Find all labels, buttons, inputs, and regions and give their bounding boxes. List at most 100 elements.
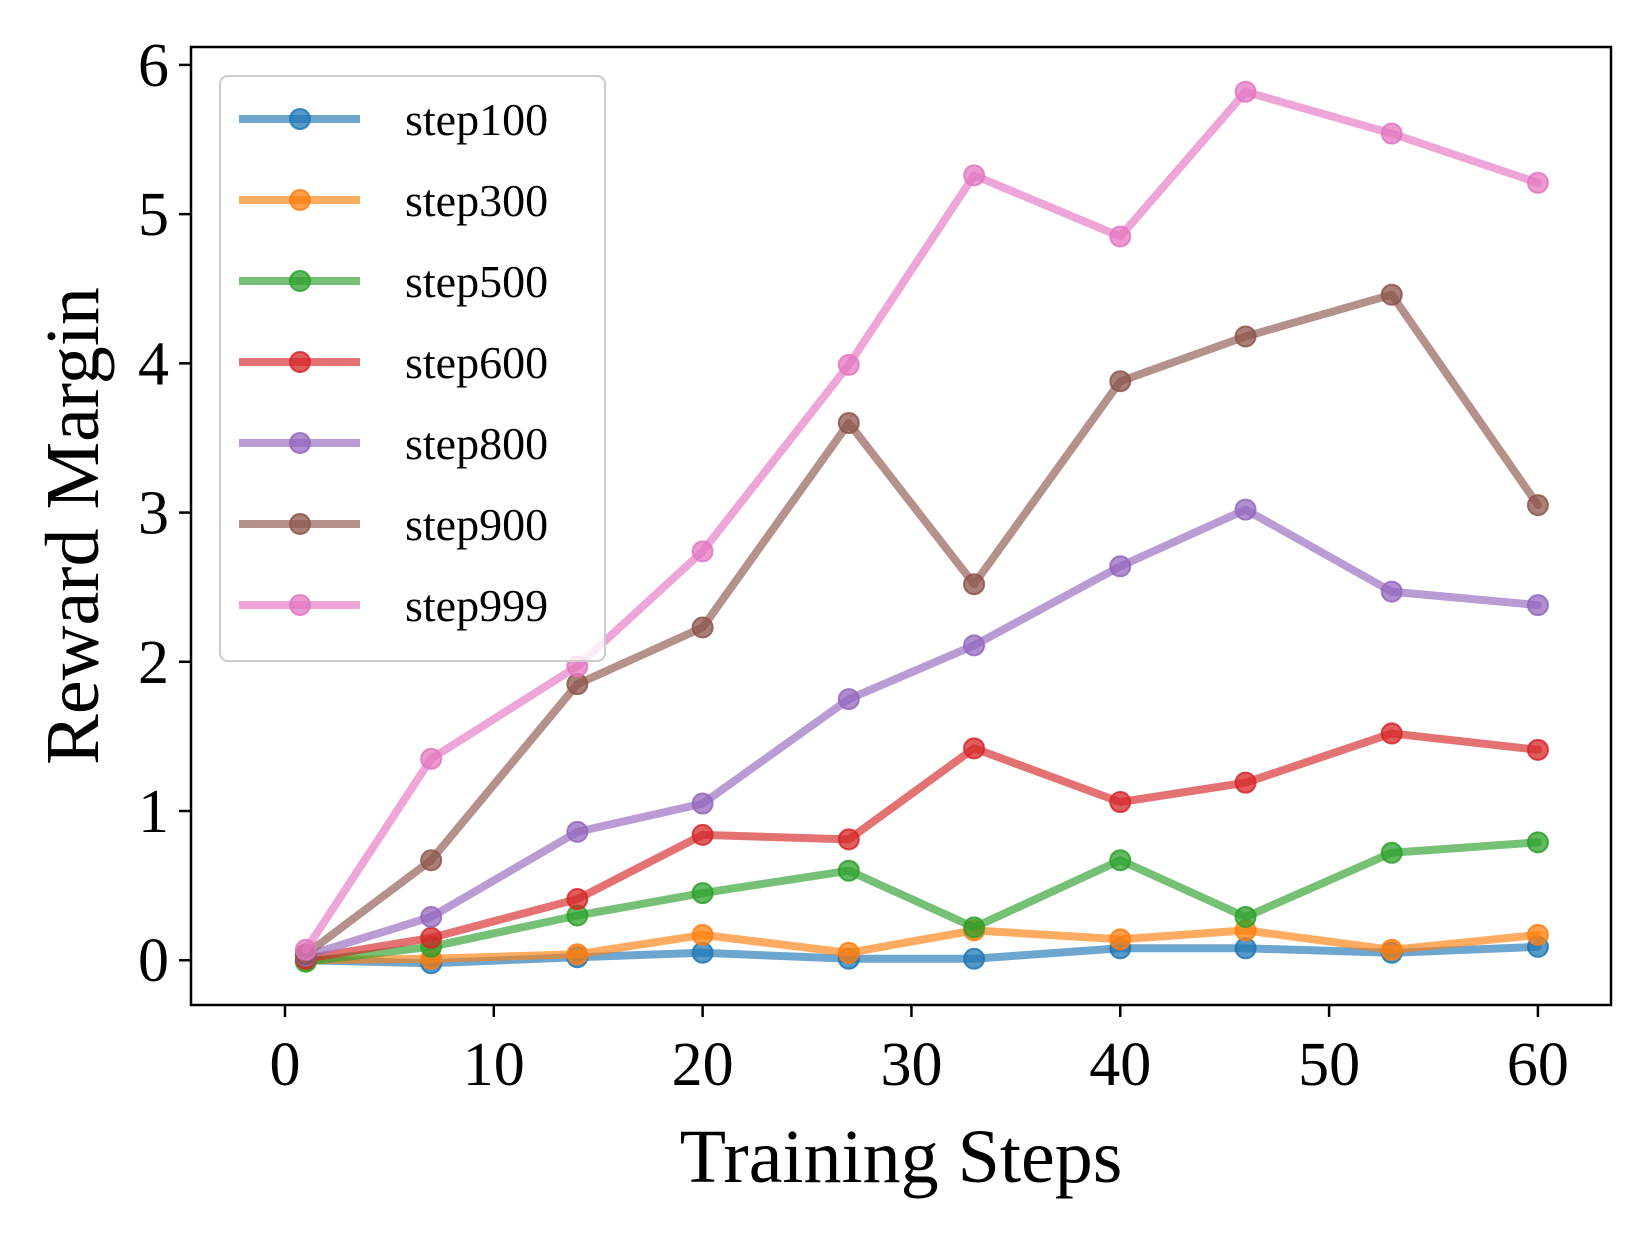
data-point xyxy=(566,820,589,843)
series-line xyxy=(301,87,1542,954)
series-line xyxy=(301,926,1542,965)
data-point xyxy=(1234,905,1257,928)
legend-label: step100 xyxy=(405,94,548,145)
y-axis-title: Reward Margin xyxy=(31,287,115,765)
data-point xyxy=(1109,849,1132,872)
legend-frame xyxy=(219,75,606,662)
data-point xyxy=(1526,594,1549,617)
legend-swatch-marker xyxy=(289,108,311,130)
data-point xyxy=(1109,370,1132,393)
series-step800 xyxy=(294,498,1549,967)
data-point xyxy=(691,923,714,946)
legend-entry-step300: step300 xyxy=(239,175,548,226)
data-point xyxy=(963,916,986,939)
legend-entry-step800: step800 xyxy=(239,418,548,469)
data-point xyxy=(691,882,714,905)
legend-swatch-marker xyxy=(289,189,311,211)
legend-label: step500 xyxy=(405,256,548,307)
legend-entry-step999: step999 xyxy=(239,580,548,631)
legend-swatch-marker xyxy=(289,594,311,616)
data-point xyxy=(963,634,986,657)
y-tick-label: 2 xyxy=(138,629,169,697)
y-tick-label: 6 xyxy=(138,32,169,100)
series-step300 xyxy=(294,919,1549,972)
plot-series-layer xyxy=(294,80,1549,975)
data-point xyxy=(691,540,714,563)
legend-entry-step100: step100 xyxy=(239,94,548,145)
data-point xyxy=(1526,923,1549,946)
series-line xyxy=(301,505,1542,960)
data-point xyxy=(1109,928,1132,951)
data-point xyxy=(691,792,714,815)
data-point xyxy=(1526,494,1549,517)
x-axis: 0 10 20 30 40 50 60 xyxy=(269,1005,1569,1099)
series-step999 xyxy=(294,80,1549,961)
data-point xyxy=(1109,555,1132,578)
series-line xyxy=(301,729,1542,963)
x-tick-label: 50 xyxy=(1298,1031,1360,1099)
data-point xyxy=(837,828,860,851)
legend-label: step800 xyxy=(405,418,548,469)
data-point xyxy=(837,688,860,711)
data-point xyxy=(963,737,986,760)
data-point xyxy=(1380,841,1403,864)
data-point xyxy=(691,823,714,846)
data-point xyxy=(837,412,860,435)
data-point xyxy=(1109,225,1132,248)
data-point xyxy=(691,616,714,639)
x-tick-label: 0 xyxy=(269,1031,300,1099)
legend-entry-step500: step500 xyxy=(239,256,548,307)
data-point xyxy=(837,941,860,964)
series-line xyxy=(301,838,1542,966)
data-point xyxy=(1234,498,1257,521)
data-point xyxy=(837,859,860,882)
x-tick-label: 10 xyxy=(463,1031,525,1099)
x-tick-label: 30 xyxy=(880,1031,942,1099)
data-point xyxy=(1234,80,1257,103)
series-step900 xyxy=(294,283,1549,966)
data-point xyxy=(420,849,443,872)
legend-entry-step900: step900 xyxy=(239,499,548,550)
y-axis: 0 1 2 3 4 5 6 xyxy=(138,32,191,995)
legend-swatch-marker xyxy=(289,513,311,535)
data-point xyxy=(420,747,443,770)
data-point xyxy=(420,926,443,949)
legend-label: step900 xyxy=(405,499,548,550)
data-point xyxy=(963,947,986,970)
legend-label: step999 xyxy=(405,580,548,631)
data-point xyxy=(420,905,443,928)
legend: step100 step300 step500 step600 step800 step9… xyxy=(219,75,606,662)
legend-entry-step600: step600 xyxy=(239,337,548,388)
y-tick-label: 1 xyxy=(138,778,169,846)
data-point xyxy=(837,353,860,376)
legend-swatch-marker xyxy=(289,432,311,454)
series-step500 xyxy=(294,831,1549,973)
data-point xyxy=(1109,791,1132,814)
data-point xyxy=(1234,771,1257,794)
x-tick-label: 40 xyxy=(1089,1031,1151,1099)
data-point xyxy=(963,573,986,596)
data-point xyxy=(1526,738,1549,761)
data-point xyxy=(1380,580,1403,603)
data-point xyxy=(1526,831,1549,854)
y-tick-label: 0 xyxy=(138,927,169,995)
y-tick-label: 4 xyxy=(138,330,169,398)
y-tick-label: 3 xyxy=(138,480,169,548)
plot-frame xyxy=(189,45,1613,1007)
data-point xyxy=(566,943,589,966)
data-point xyxy=(1380,722,1403,745)
data-point xyxy=(1526,171,1549,194)
data-point xyxy=(294,938,317,961)
x-axis-title: Training Steps xyxy=(680,1115,1123,1199)
legend-swatch-marker xyxy=(289,351,311,373)
data-point xyxy=(1380,122,1403,145)
legend-swatch-marker xyxy=(289,270,311,292)
series-line xyxy=(301,290,1542,959)
data-point xyxy=(963,164,986,187)
data-point xyxy=(1380,283,1403,306)
legend-label: step600 xyxy=(405,337,548,388)
y-tick-label: 5 xyxy=(138,181,169,249)
x-tick-label: 20 xyxy=(672,1031,734,1099)
x-tick-label: 60 xyxy=(1507,1031,1569,1099)
